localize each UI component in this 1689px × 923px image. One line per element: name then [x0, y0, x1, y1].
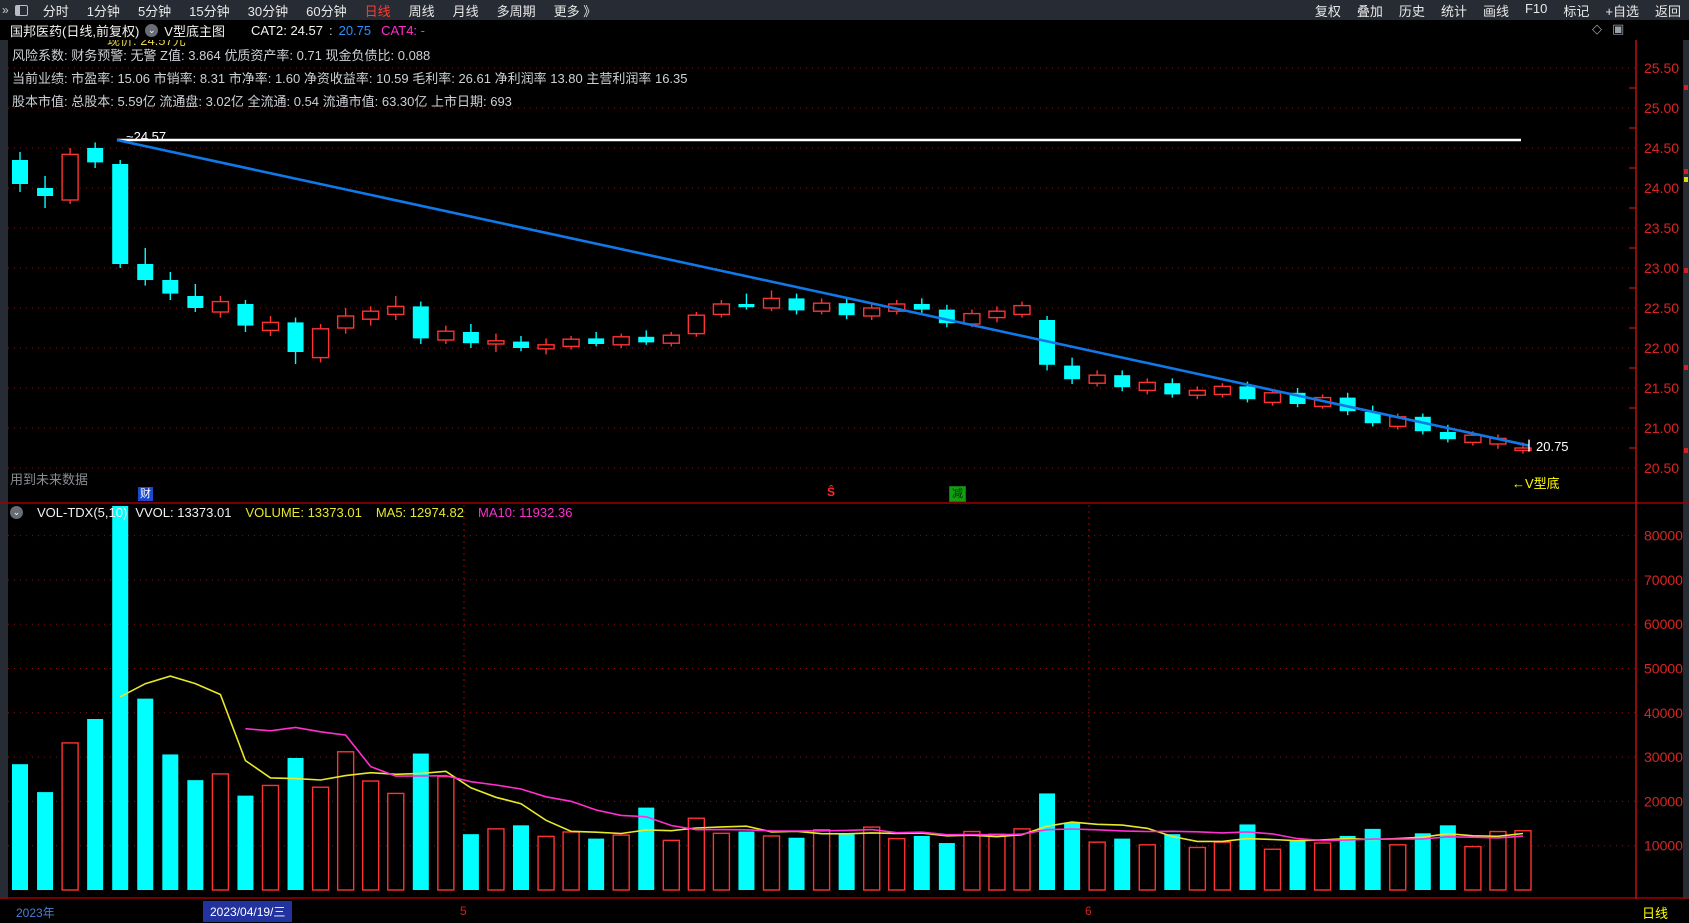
layout-toggle-icon[interactable]: ▣ [1612, 21, 1625, 36]
svg-text:24.50: 24.50 [1644, 140, 1679, 156]
period-corner-label[interactable]: 日线 [1642, 906, 1669, 921]
month-mark-5: 5 [460, 904, 467, 918]
period-tab-fenshi[interactable]: 分时 [42, 3, 69, 19]
toolbar-history-button[interactable]: 历史 [1398, 3, 1425, 19]
period-tab-30min[interactable]: 30分钟 [247, 3, 289, 19]
volume-dropdown-icon[interactable]: ⌄ [10, 506, 23, 519]
svg-text:23.00: 23.00 [1644, 260, 1679, 276]
indicator-dropdown-icon[interactable]: ⌄ [145, 23, 159, 37]
svg-text:50000: 50000 [1644, 661, 1683, 677]
info-row-risk: 风险系数: 财务预警: 无警 Z值: 3.864 优质资产率: 0.71 现金负… [12, 48, 431, 63]
svg-text:23.50: 23.50 [1644, 220, 1679, 236]
svg-text:21.50: 21.50 [1644, 380, 1679, 396]
main-indicator-label[interactable]: V型底主图 [164, 23, 225, 39]
month-mark-6: 6 [1085, 904, 1092, 918]
toolbar-drawline-button[interactable]: 画线 [1482, 3, 1509, 19]
period-tab-monthly[interactable]: 月线 [452, 3, 479, 19]
stock-title-bar: 国邦医药(日线,前复权) ⌄ V型底主图 CAT2: 24.57 : 20.75… [0, 20, 1689, 40]
edge-tick [1684, 448, 1688, 453]
toolbar-stats-button[interactable]: 统计 [1440, 3, 1467, 19]
selected-date-label[interactable]: 2023/04/19/三 [203, 901, 293, 922]
svg-text:22.00: 22.00 [1644, 340, 1679, 356]
date-axis-bar: 2023年 2023/04/19/三 5 6 日线 [0, 899, 1689, 923]
svg-text:10000: 10000 [1644, 838, 1683, 854]
year-label: 2023年 [16, 906, 55, 920]
toolbar-mark-button[interactable]: 标记 [1563, 3, 1590, 19]
trend-end-price-label: 20.75 [1536, 439, 1569, 454]
period-tab-15min[interactable]: 15分钟 [189, 3, 230, 19]
volume-value: VOLUME: 13373.01 [245, 505, 362, 520]
top-menu-bar: » 分时 1分钟 5分钟 15分钟 30分钟 60分钟 日线 周线 月线 多周期… [0, 0, 1689, 20]
toolbar-overlay-button[interactable]: 叠加 [1356, 3, 1383, 19]
v-bottom-signal-label: ←V型底 [1512, 476, 1560, 491]
period-tab-weekly[interactable]: 周线 [408, 3, 435, 19]
svg-text:20000: 20000 [1644, 793, 1683, 809]
volume-indicator-header: ⌄ VOL-TDX(5,10) VVOL: 13373.01 VOLUME: 1… [10, 505, 572, 520]
toolbar-f10-button[interactable]: F10 [1524, 0, 1548, 16]
svg-text:20.50: 20.50 [1644, 460, 1679, 476]
holder-reduce-badge[interactable]: 减 [949, 486, 966, 502]
svg-text:70000: 70000 [1644, 572, 1683, 588]
cat2-value: 20.75 [338, 22, 372, 38]
svg-text:24.00: 24.00 [1644, 180, 1679, 196]
collapse-panel-icon[interactable]: » [2, 3, 9, 17]
toolbar-add-watchlist-button[interactable]: +自选 [1605, 3, 1639, 19]
stock-name-label: 国邦医药(日线,前复权) [10, 23, 140, 39]
svg-text:22.50: 22.50 [1644, 300, 1679, 316]
peak-price-label: ~24.57 [126, 129, 167, 144]
svg-text:21.00: 21.00 [1644, 420, 1679, 436]
diamond-marker-icon[interactable]: ◇ [1592, 21, 1602, 36]
svg-text:25.50: 25.50 [1644, 60, 1679, 76]
info-row-performance: 当前业绩: 市盈率: 15.06 市销率: 8.31 市净率: 1.60 净资收… [12, 71, 688, 86]
period-tab-daily[interactable]: 日线 [364, 3, 391, 19]
right-edge-scroll-strip[interactable] [1683, 20, 1689, 923]
svg-text:30000: 30000 [1644, 749, 1683, 765]
svg-text:60000: 60000 [1644, 616, 1683, 632]
edge-tick [1684, 365, 1688, 370]
svg-text:25.00: 25.00 [1644, 100, 1679, 116]
future-data-note: 用到未来数据 [10, 472, 89, 487]
edge-tick [1684, 268, 1688, 273]
ma10-value: MA10: 11932.36 [478, 505, 573, 520]
cat4-label: CAT4: - [381, 22, 425, 38]
info-row-capital: 股本市值: 总股本: 5.59亿 流通盘: 3.02亿 全流通: 0.54 流通… [12, 94, 512, 109]
sell-signal-badge: Ŝ [827, 485, 836, 499]
period-tab-5min[interactable]: 5分钟 [137, 3, 172, 19]
toolbar-return-button[interactable]: 返回 [1654, 3, 1681, 19]
edge-tick-yellow [1684, 177, 1688, 182]
edge-tick [1684, 85, 1688, 90]
svg-text:80000: 80000 [1644, 528, 1683, 544]
vvol-value: VVOL: 13373.01 [135, 505, 232, 520]
period-tab-more[interactable]: 更多 》 [553, 3, 597, 19]
cat2-separator: : [328, 22, 333, 38]
ma5-value: MA5: 12974.82 [375, 505, 464, 520]
finance-report-badge[interactable]: 财 [138, 487, 153, 501]
edge-tick [1684, 169, 1688, 174]
period-tab-1min[interactable]: 1分钟 [86, 3, 120, 19]
volume-indicator-name[interactable]: VOL-TDX(5,10) [37, 505, 128, 520]
toolbar-fuquan-button[interactable]: 复权 [1314, 3, 1341, 19]
period-tab-60min[interactable]: 60分钟 [306, 3, 347, 19]
clipped-price-label: 现价: 24.57元 [107, 38, 186, 47]
cat2-label: CAT2: 24.57 [250, 22, 323, 38]
svg-text:40000: 40000 [1644, 705, 1683, 721]
period-tab-multi[interactable]: 多周期 [496, 3, 536, 19]
split-window-icon[interactable] [14, 4, 28, 16]
left-edge-strip [0, 20, 8, 923]
